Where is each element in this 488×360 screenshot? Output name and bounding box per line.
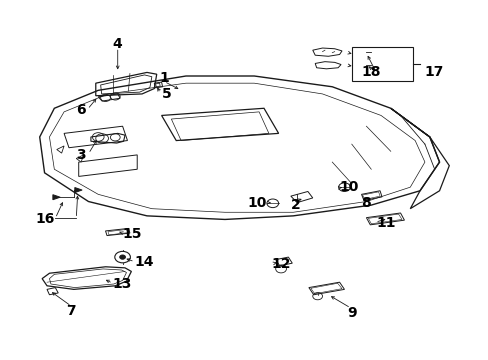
Bar <box>351 47 412 81</box>
Text: 5: 5 <box>161 87 171 101</box>
Text: 17: 17 <box>424 66 444 80</box>
Text: 12: 12 <box>271 257 290 271</box>
Text: 2: 2 <box>290 198 300 212</box>
Text: 10: 10 <box>339 180 358 194</box>
Polygon shape <box>75 188 82 193</box>
Text: 14: 14 <box>135 256 154 270</box>
Polygon shape <box>76 155 83 162</box>
Text: 6: 6 <box>76 103 86 117</box>
Text: 10: 10 <box>246 196 266 210</box>
Text: 9: 9 <box>346 306 356 320</box>
Text: 18: 18 <box>361 66 380 80</box>
Text: 3: 3 <box>76 148 86 162</box>
Polygon shape <box>57 146 64 153</box>
Text: 15: 15 <box>122 227 142 241</box>
Text: 11: 11 <box>375 216 395 230</box>
Text: 1: 1 <box>159 71 168 85</box>
Text: 4: 4 <box>113 37 122 51</box>
Text: 13: 13 <box>113 277 132 291</box>
Polygon shape <box>53 195 60 200</box>
Text: 8: 8 <box>361 196 370 210</box>
Text: 16: 16 <box>35 212 54 226</box>
Circle shape <box>120 255 125 259</box>
Text: 7: 7 <box>66 304 76 318</box>
